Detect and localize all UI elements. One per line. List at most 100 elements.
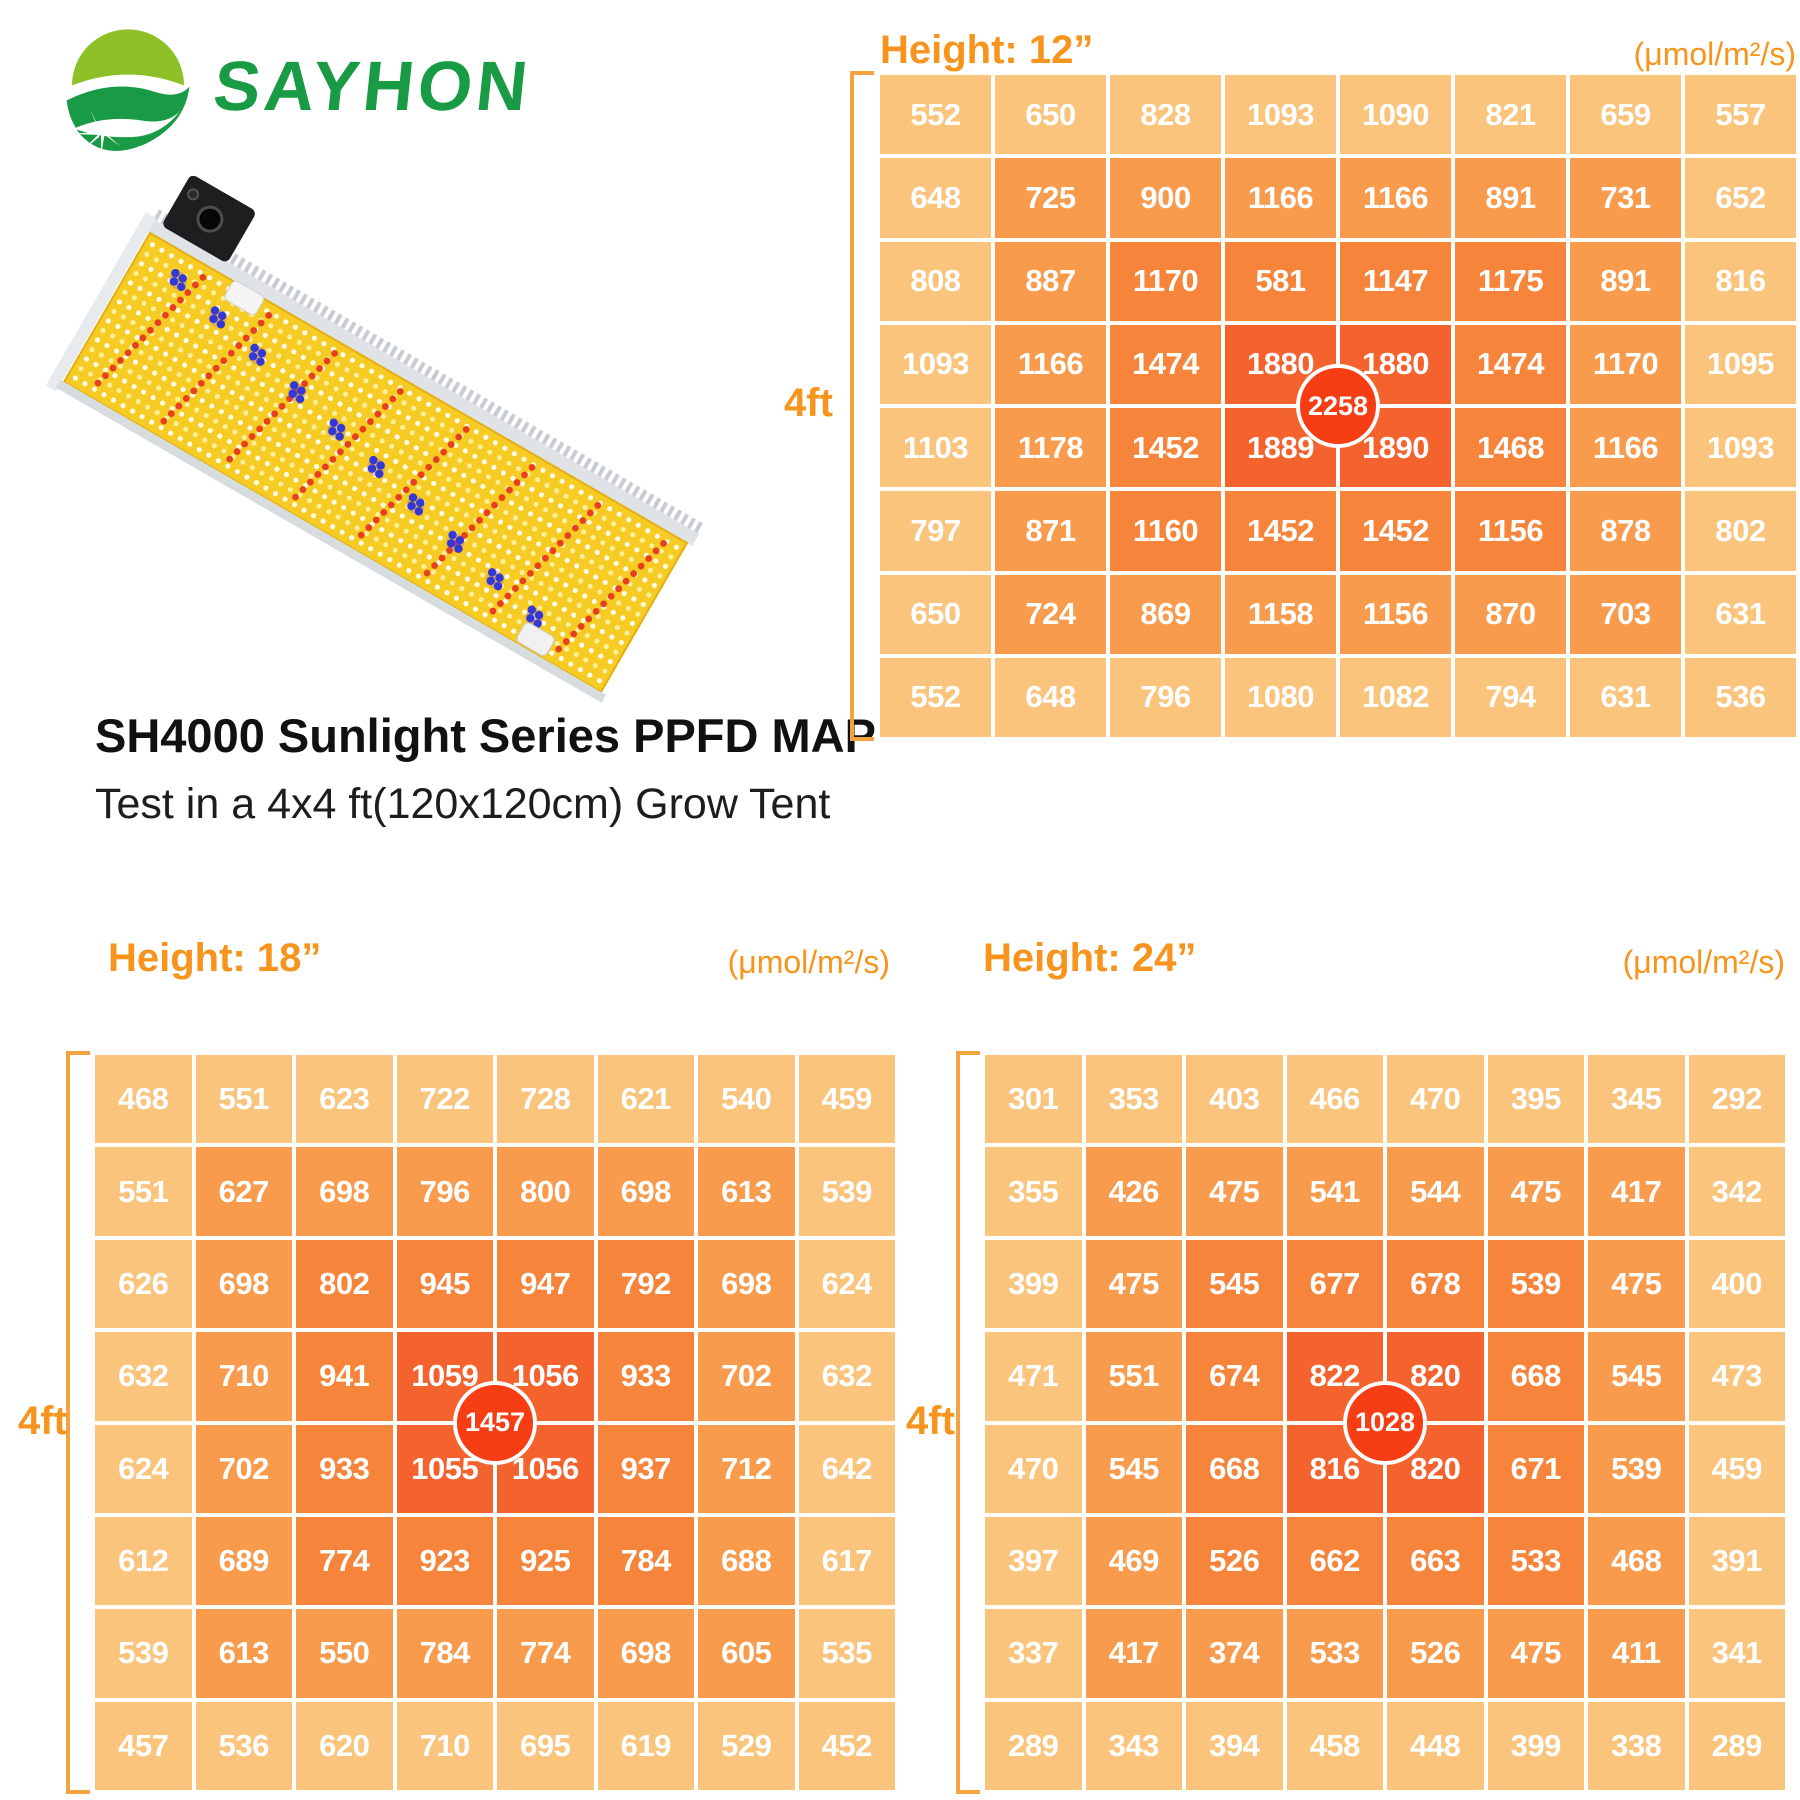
ppfd-cell: 870 (1455, 574, 1566, 654)
panel-units-label: (μmol/m²/s) (1622, 944, 1785, 980)
ppfd-cell: 925 (497, 1516, 594, 1606)
ppfd-cell: 878 (1570, 491, 1681, 571)
ppfd-cell: 725 (995, 158, 1106, 238)
peak-badge: 1457 (453, 1380, 537, 1465)
ppfd-cell: 526 (1387, 1609, 1484, 1698)
ppfd-cell: 900 (1110, 158, 1221, 238)
panel-height-label: Height: 18” (108, 936, 322, 980)
ppfd-cell: 536 (195, 1701, 292, 1790)
ppfd-cell: 632 (798, 1332, 895, 1421)
ppfd-grid: 2258 552 650 828 1093 1090 821 659 557 648 725 900… (880, 75, 1796, 737)
ppfd-cell: 1452 (1340, 491, 1451, 571)
ppfd-cell: 1147 (1340, 241, 1451, 321)
ppfd-cell: 698 (195, 1239, 292, 1329)
ppfd-cell: 816 (1685, 241, 1796, 321)
ppfd-cell: 820 (1387, 1332, 1484, 1421)
ppfd-cell: 533 (1487, 1516, 1584, 1606)
ppfd-cell: 550 (296, 1609, 393, 1698)
ppfd-cell: 552 (880, 657, 991, 737)
ppfd-cell: 470 (985, 1424, 1082, 1513)
ppfd-cell: 933 (597, 1332, 694, 1421)
ppfd-cell: 557 (1685, 75, 1796, 155)
ppfd-cell: 475 (1588, 1239, 1685, 1329)
ppfd-cell: 1156 (1340, 574, 1451, 654)
ppfd-cell: 631 (1570, 657, 1681, 737)
ppfd-cell: 466 (1286, 1055, 1383, 1144)
ppfd-cell: 341 (1688, 1609, 1785, 1698)
ppfd-cell: 631 (1685, 574, 1796, 654)
ppfd-cell: 710 (195, 1332, 292, 1421)
ppfd-cell: 724 (995, 574, 1106, 654)
ppfd-cell: 626 (95, 1239, 192, 1329)
ppfd-cell: 1082 (1340, 657, 1451, 737)
ppfd-cell: 536 (1685, 657, 1796, 737)
ppfd-cell: 1080 (1225, 657, 1336, 737)
ppfd-cell: 702 (698, 1332, 795, 1421)
page-subtitle: Test in a 4x4 ft(120x120cm) Grow Tent (95, 780, 831, 828)
ppfd-cell: 774 (497, 1609, 594, 1698)
ppfd-cell: 797 (880, 491, 991, 571)
ppfd-cell: 650 (880, 574, 991, 654)
ppfd-cell: 417 (1085, 1609, 1182, 1698)
ppfd-cell: 526 (1186, 1516, 1283, 1606)
ppfd-cell: 1090 (1340, 75, 1451, 155)
ppfd-cell: 710 (396, 1701, 493, 1790)
ppfd-cell: 945 (396, 1239, 493, 1329)
ppfd-cell: 1452 (1225, 491, 1336, 571)
ppfd-cell: 470 (1387, 1055, 1484, 1144)
ppfd-cell: 448 (1387, 1701, 1484, 1790)
dimension-bracket (66, 1051, 90, 1794)
ppfd-cell: 887 (995, 241, 1106, 321)
ppfd-cell: 652 (1685, 158, 1796, 238)
ppfd-cell: 394 (1186, 1701, 1283, 1790)
ppfd-cell: 800 (497, 1147, 594, 1236)
ppfd-cell: 1093 (1685, 408, 1796, 488)
ppfd-cell: 529 (698, 1701, 795, 1790)
ppfd-cell: 1093 (1225, 75, 1336, 155)
ppfd-cell: 545 (1588, 1332, 1685, 1421)
ppfd-cell: 417 (1588, 1147, 1685, 1236)
ppfd-cell: 624 (95, 1424, 192, 1513)
grow-light-illustration (45, 175, 703, 703)
ppfd-cell: 399 (1487, 1701, 1584, 1790)
ppfd-cell: 411 (1588, 1609, 1685, 1698)
ppfd-cell: 1166 (995, 324, 1106, 404)
ppfd-cell: 722 (396, 1055, 493, 1144)
ppfd-cell: 678 (1387, 1239, 1484, 1329)
logo-emblem-icon (66, 29, 190, 156)
ppfd-cell: 533 (1286, 1609, 1383, 1698)
ppfd-cell: 403 (1186, 1055, 1283, 1144)
ppfd-cell: 677 (1286, 1239, 1383, 1329)
ppfd-cell: 784 (396, 1609, 493, 1698)
panel-height-label: Height: 12” (880, 28, 1094, 72)
ppfd-cell: 933 (296, 1424, 393, 1513)
peak-badge: 1028 (1343, 1380, 1427, 1465)
dimension-bracket (956, 1051, 980, 1794)
ppfd-cell: 796 (1110, 657, 1221, 737)
ppfd-cell: 459 (1688, 1424, 1785, 1513)
ppfd-cell: 650 (995, 75, 1106, 155)
ppfd-cell: 539 (95, 1609, 192, 1698)
ppfd-cell: 540 (698, 1055, 795, 1144)
ppfd-cell: 688 (698, 1516, 795, 1606)
ppfd-cell: 621 (597, 1055, 694, 1144)
ppfd-cell: 891 (1570, 241, 1681, 321)
ppfd-cell: 1170 (1110, 241, 1221, 321)
ppfd-cell: 1474 (1455, 324, 1566, 404)
ppfd-cell: 452 (798, 1701, 895, 1790)
ppfd-cell: 551 (1085, 1332, 1182, 1421)
ppfd-cell: 301 (985, 1055, 1082, 1144)
ppfd-cell: 613 (195, 1609, 292, 1698)
ppfd-cell: 689 (195, 1516, 292, 1606)
ppfd-cell: 784 (597, 1516, 694, 1606)
ppfd-cell: 475 (1487, 1147, 1584, 1236)
ppfd-cell: 397 (985, 1516, 1082, 1606)
ppfd-cell: 1095 (1685, 324, 1796, 404)
ppfd-cell: 1474 (1110, 324, 1221, 404)
ppfd-cell: 648 (995, 657, 1106, 737)
ppfd-cell: 1170 (1570, 324, 1681, 404)
ppfd-cell: 458 (1286, 1701, 1383, 1790)
ppfd-cell: 552 (880, 75, 991, 155)
ppfd-cell: 1093 (880, 324, 991, 404)
ppfd-cell: 792 (597, 1239, 694, 1329)
